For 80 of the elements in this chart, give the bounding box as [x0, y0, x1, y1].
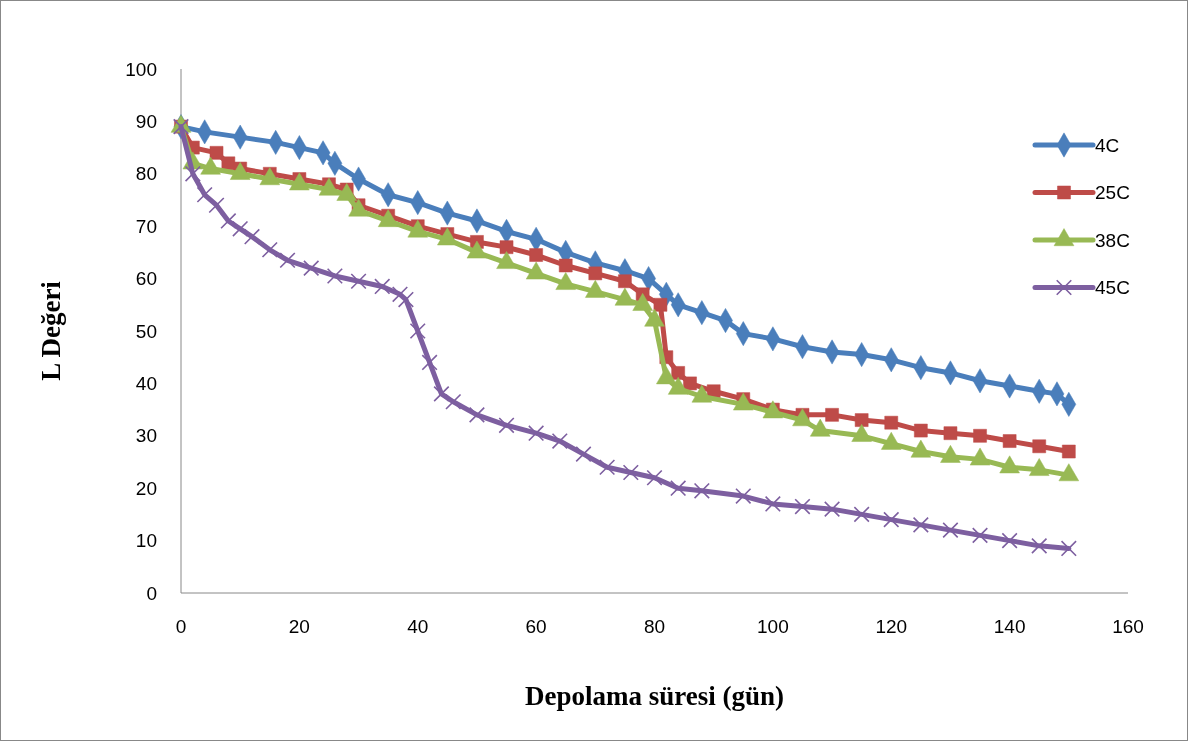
point — [670, 480, 687, 497]
point — [943, 426, 958, 440]
point — [243, 228, 261, 245]
y-tick-label: 50 — [135, 320, 157, 342]
y-tick-label: 100 — [125, 58, 157, 80]
point — [209, 146, 224, 160]
point — [825, 408, 839, 422]
point — [653, 298, 668, 312]
point — [433, 385, 450, 402]
point — [551, 432, 568, 450]
point — [1001, 532, 1018, 549]
point — [529, 248, 543, 262]
y-tick-label: 90 — [135, 111, 157, 133]
point — [220, 212, 237, 230]
y-tick-label: 20 — [135, 477, 157, 499]
point — [196, 186, 213, 203]
x-tick-label: 40 — [407, 616, 429, 637]
point — [261, 241, 278, 258]
point — [558, 258, 573, 273]
point — [1031, 537, 1048, 554]
point — [184, 165, 201, 182]
point — [693, 482, 710, 499]
point — [498, 417, 515, 434]
point — [646, 469, 663, 486]
x-tick-label: 120 — [875, 616, 908, 637]
point — [528, 425, 545, 442]
x-tick-label: 100 — [757, 616, 789, 637]
point — [914, 423, 928, 438]
x-tick-label: 0 — [175, 616, 187, 637]
x-tick-label: 160 — [1112, 616, 1144, 637]
y-tick-label: 60 — [135, 268, 157, 290]
point — [735, 487, 752, 505]
point — [683, 376, 697, 391]
x-tick-label: 60 — [525, 616, 547, 637]
point — [303, 260, 320, 277]
point — [854, 413, 869, 427]
point — [421, 354, 438, 371]
point — [588, 266, 603, 281]
point — [973, 429, 987, 443]
point — [391, 286, 409, 303]
legend-label: 38C — [1095, 229, 1130, 251]
point — [912, 516, 929, 533]
point — [279, 252, 296, 269]
y-tick-label: 30 — [135, 425, 157, 447]
point — [1002, 434, 1017, 448]
point — [409, 322, 426, 340]
legend-label: 45C — [1095, 277, 1130, 299]
point — [618, 274, 632, 288]
point — [1032, 439, 1046, 454]
x-axis-title: Depolama süresi (gün) — [524, 681, 785, 711]
point — [599, 459, 616, 476]
x-tick-label: 20 — [288, 616, 310, 637]
point — [764, 495, 781, 512]
point — [622, 464, 639, 481]
point — [942, 522, 959, 539]
y-tick-label: 0 — [146, 582, 157, 604]
point — [794, 498, 811, 515]
point — [971, 527, 989, 544]
point — [1060, 540, 1077, 557]
legend-label: 25C — [1095, 182, 1130, 204]
point — [468, 406, 486, 423]
point — [1062, 444, 1076, 459]
point — [575, 446, 592, 463]
point — [853, 506, 870, 523]
point — [350, 273, 367, 290]
x-tick-label: 140 — [993, 616, 1026, 637]
point — [397, 291, 414, 308]
x-tick-label: 80 — [643, 616, 666, 637]
point — [374, 278, 391, 295]
legend-label: 4C — [1095, 134, 1120, 156]
y-tick-label: 10 — [135, 530, 157, 552]
point — [499, 240, 514, 254]
y-tick-label: 70 — [135, 215, 157, 237]
point — [883, 511, 900, 528]
y-axis-title: L Değeri — [36, 280, 66, 381]
point — [884, 415, 899, 430]
y-tick-label: 40 — [135, 373, 157, 395]
y-tick-label: 80 — [135, 163, 157, 185]
point — [823, 501, 841, 518]
point — [326, 267, 343, 285]
